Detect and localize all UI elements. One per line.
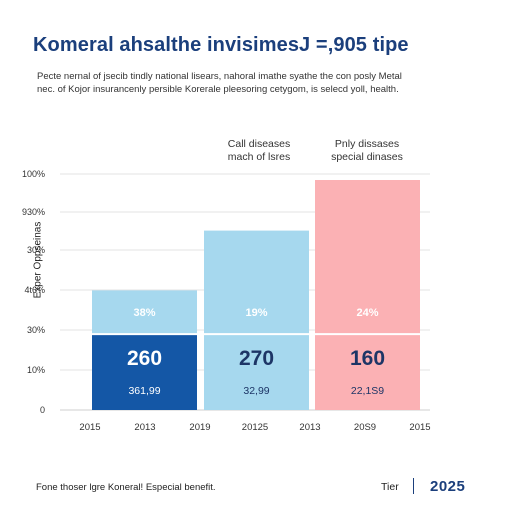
chart-subtitle: Pecte nernal of jsecib tindly national l…: [37, 70, 497, 96]
column-header-special-diseases: Pnly dissases special dinases: [314, 138, 420, 164]
footer-separator: [413, 478, 414, 494]
x-tick-label: 2015: [79, 422, 100, 433]
x-tick-label: 20S9: [354, 422, 376, 433]
header-line: Pnly dissases: [334, 138, 400, 150]
bar-value-label: 260: [127, 347, 162, 370]
header-line: Call diseases: [227, 138, 291, 150]
bar-segment-lower: [204, 334, 309, 410]
y-tick-label: 10%: [27, 365, 45, 375]
subtitle-line: nec. of Kojor insurancenly persible Kore…: [37, 84, 399, 95]
subtitle-line: Pecte nernal of jsecib tindly national l…: [37, 71, 402, 82]
bar-percent-label: 19%: [245, 307, 267, 319]
y-tick-label: 930%: [22, 207, 45, 217]
x-tick-label: 2013: [134, 422, 155, 433]
bar-segment-lower: [92, 334, 197, 410]
footer-tier-label: Tier: [381, 481, 399, 493]
header-line: special dinases: [331, 151, 403, 163]
bar-sub-value-label: 361,99: [128, 385, 160, 397]
bar-segment-lower: [315, 334, 420, 410]
column-header-call-diseases: Call diseases mach of lsres: [205, 138, 313, 164]
chart-title: Komeral ahsalthe invisimesJ =,905 tipe: [33, 34, 409, 56]
y-tick-label: 4t6%: [24, 285, 45, 295]
x-tick-label: 2015: [409, 422, 430, 433]
header-line: mach of lsres: [227, 151, 291, 163]
x-tick-label: 20125: [242, 422, 268, 433]
x-tick-label: 2013: [299, 422, 320, 433]
bar-value-label: 270: [239, 347, 274, 370]
bar-percent-label: 38%: [133, 307, 155, 319]
bar-value-label: 160: [350, 347, 385, 370]
y-tick-label: 30%: [27, 245, 45, 255]
bar-percent-label: 24%: [356, 307, 378, 319]
bar-sub-value-label: 32,99: [243, 385, 269, 397]
y-tick-label: 100%: [22, 169, 45, 179]
footer-note: Fone thoser lgre Koneral! Especial benef…: [36, 482, 216, 493]
footer-year: 2025: [430, 478, 466, 495]
y-tick-label: 30%: [27, 325, 45, 335]
x-tick-label: 2019: [189, 422, 210, 433]
y-tick-label: 0: [40, 405, 45, 415]
bar-sub-value-label: 22,1S9: [351, 385, 384, 397]
